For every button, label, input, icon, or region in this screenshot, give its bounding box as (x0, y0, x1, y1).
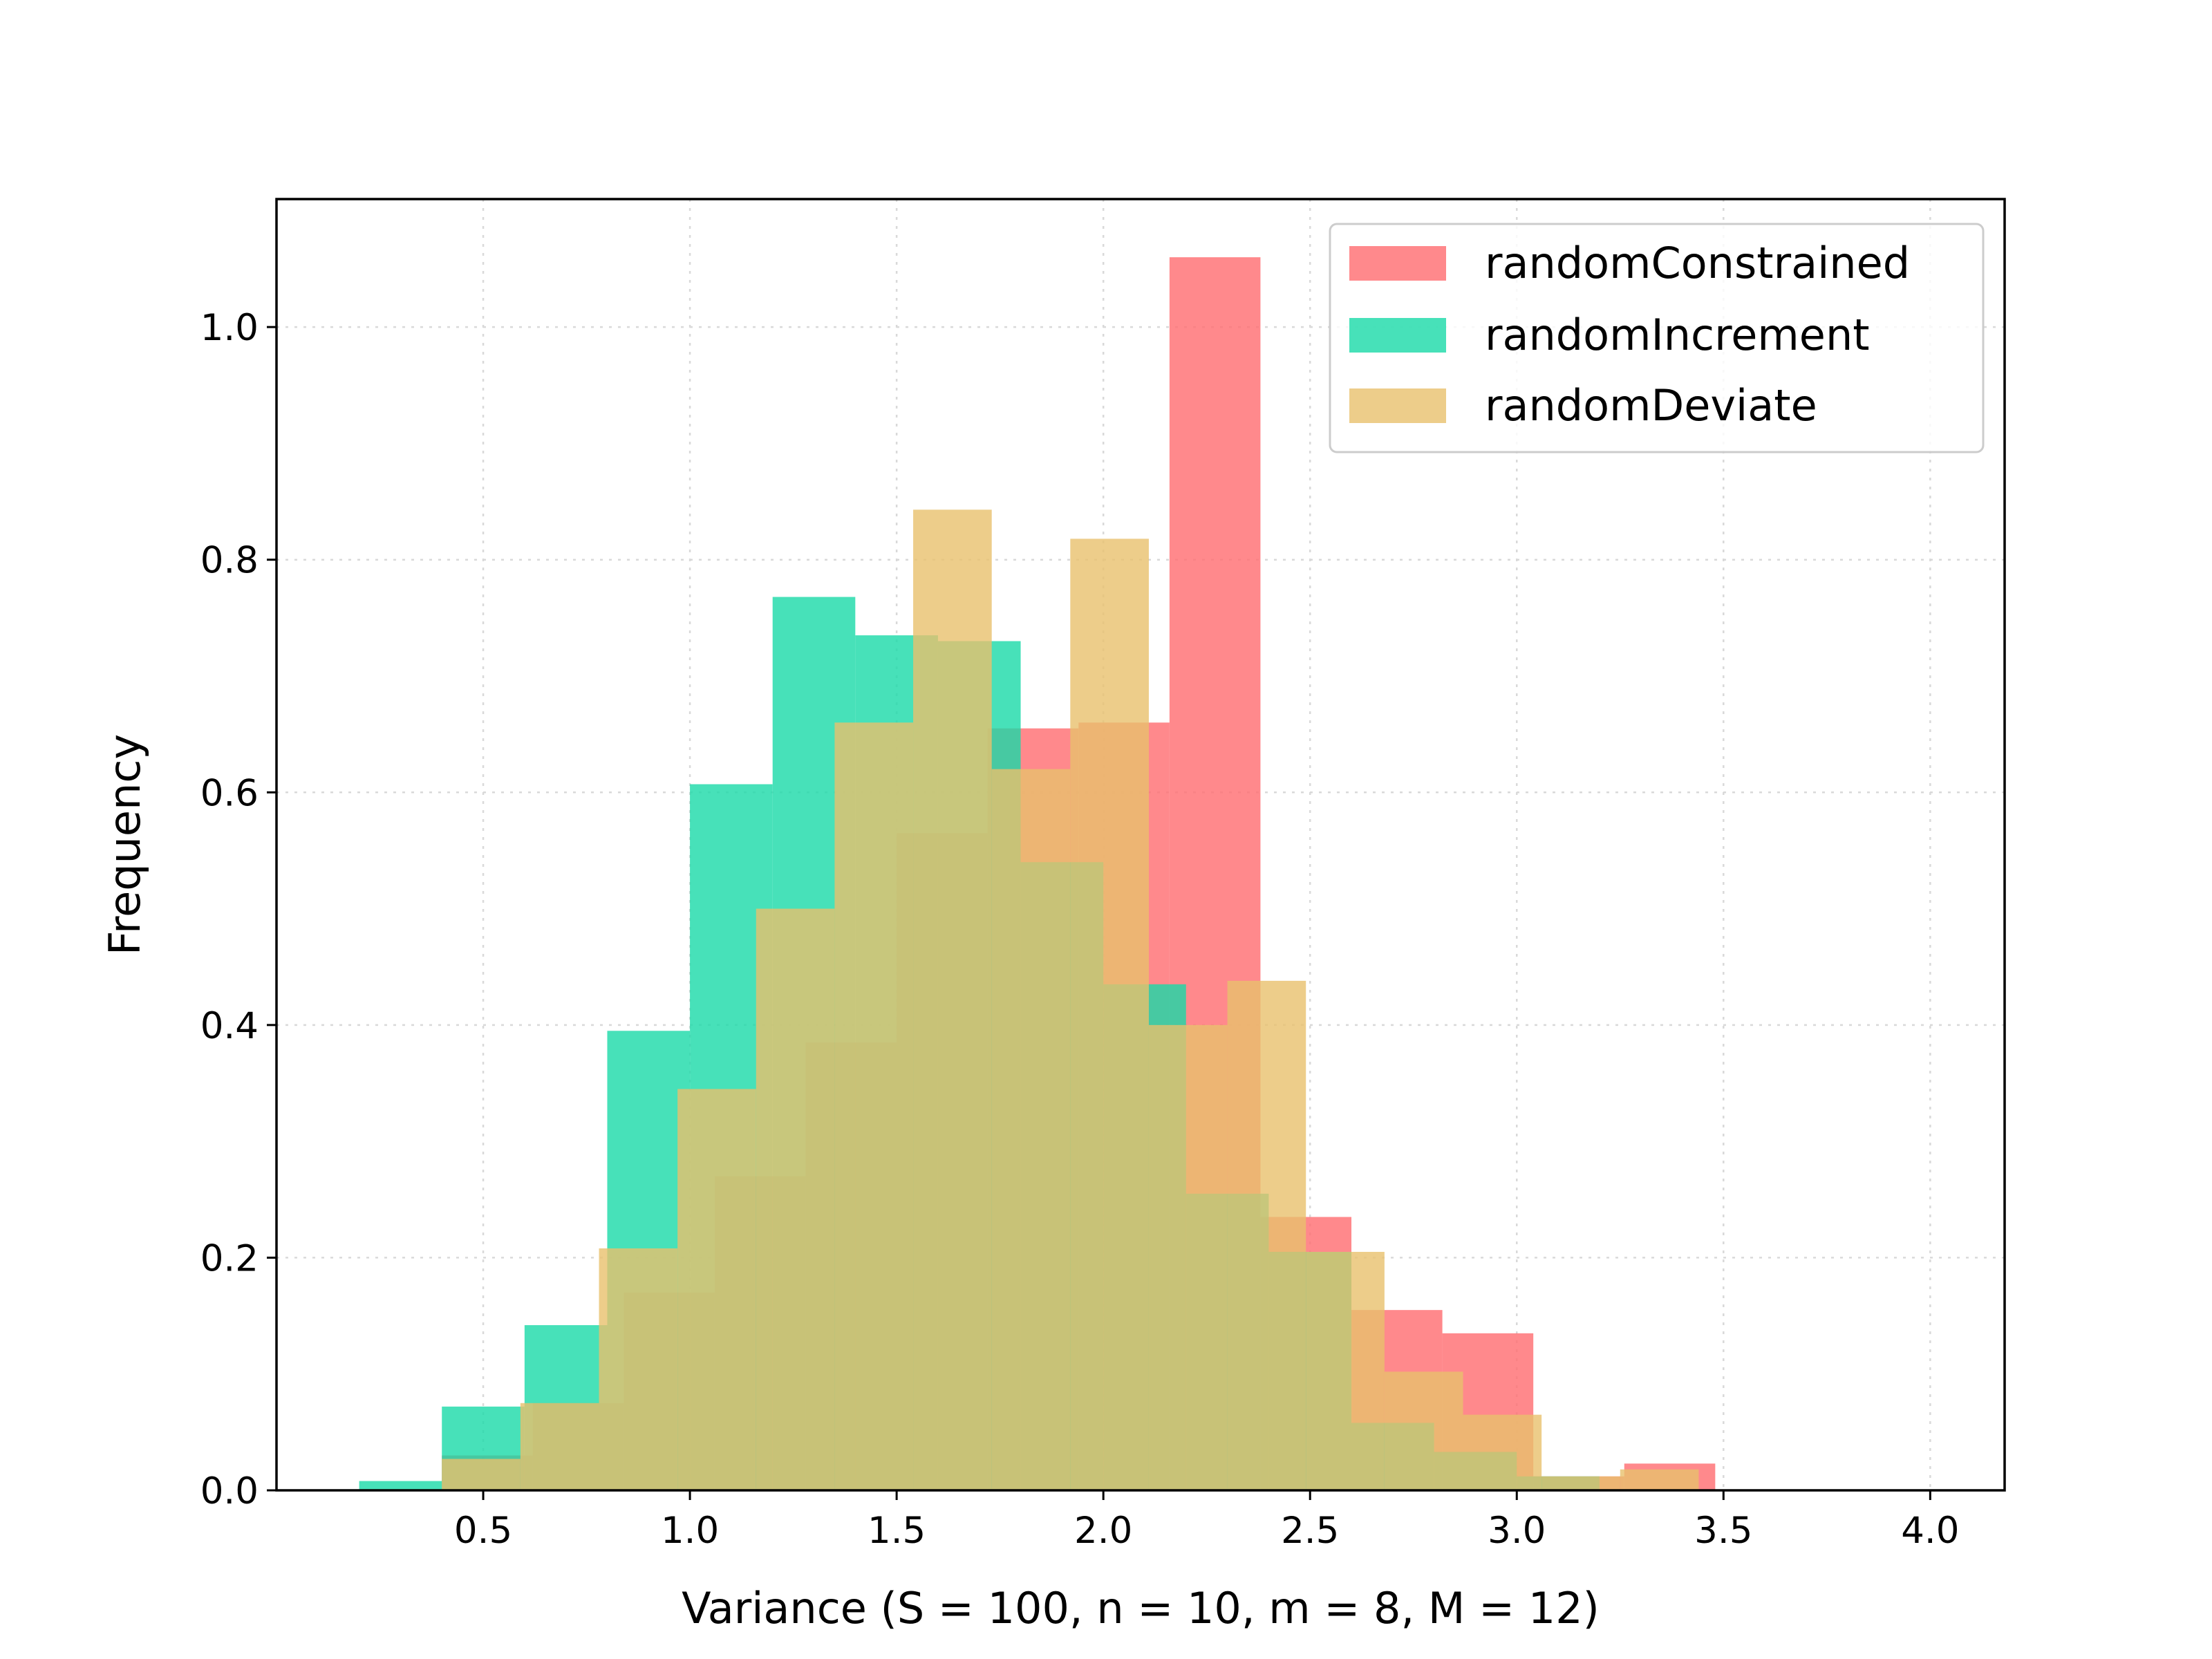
legend-swatch-random-constrained (1349, 246, 1446, 281)
histogram-bar (1148, 1024, 1228, 1490)
histogram-bar (1306, 1252, 1385, 1490)
x-tick-label: 3.5 (1694, 1510, 1752, 1552)
legend-swatch-random-deviate (1349, 388, 1446, 423)
histogram-bar (756, 908, 835, 1490)
ticks-layer: 0.5 1.0 1.5 2.0 2.5 3.0 3.5 4.0 0.0 0.2 0.4 0.6 0.8 1… (200, 307, 1960, 1552)
plot-frame (275, 198, 2006, 1492)
histogram-bar (1384, 1371, 1463, 1490)
x-tick-label: 4.0 (1901, 1510, 1959, 1552)
histogram-bar (442, 1459, 521, 1490)
bars-layer (359, 257, 1716, 1491)
x-axis-label: Variance (S = 100, n = 10, m = 8, M = 12… (682, 1583, 1600, 1633)
series-random-deviate (442, 509, 1699, 1490)
histogram-bar (1463, 1414, 1542, 1490)
y-tick-label: 1.0 (200, 307, 259, 349)
histogram-bar (599, 1248, 678, 1490)
histogram-bar (520, 1403, 599, 1490)
legend-label-random-increment: randomIncrement (1485, 310, 1870, 360)
histogram-bar (359, 1481, 442, 1490)
x-tick-label: 2.0 (1074, 1510, 1132, 1552)
y-tick-label: 0.2 (200, 1237, 259, 1280)
x-tick-label: 0.5 (454, 1510, 512, 1552)
legend-swatch-random-increment (1349, 318, 1446, 353)
y-tick-label: 0.8 (200, 540, 259, 582)
x-tick-label: 1.0 (661, 1510, 719, 1552)
legend: randomConstrained randomIncrement random… (1329, 223, 1985, 453)
legend-label-random-constrained: randomConstrained (1485, 238, 1910, 288)
histogram-bar (834, 722, 914, 1490)
x-tick-label: 1.5 (868, 1510, 926, 1552)
y-tick-label: 0.6 (200, 772, 259, 814)
histogram-bar (1070, 538, 1149, 1490)
histogram-bar (1541, 1476, 1620, 1490)
y-axis-label: Frequency (100, 734, 150, 955)
histogram-bar (1227, 980, 1306, 1490)
x-tick-label: 2.5 (1281, 1510, 1339, 1552)
legend-box (1329, 223, 1985, 453)
histogram-bar (991, 769, 1071, 1490)
y-tick-label: 0.4 (200, 1005, 259, 1047)
histogram-bar (677, 1089, 756, 1490)
histogram-bar (1620, 1469, 1699, 1490)
histogram-bar (913, 509, 992, 1490)
legend-label-random-deviate: randomDeviate (1485, 380, 1817, 431)
x-tick-label: 3.0 (1488, 1510, 1546, 1552)
y-tick-label: 0.0 (200, 1470, 259, 1512)
